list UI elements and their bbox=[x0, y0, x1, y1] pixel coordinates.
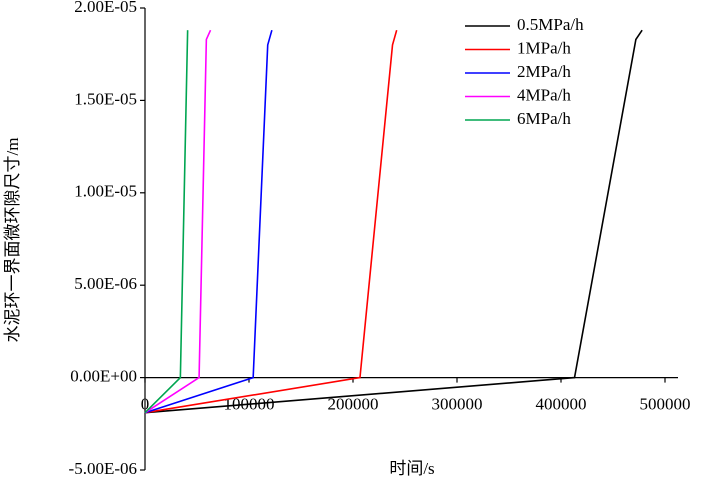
y-tick-label: 0.00E+00 bbox=[70, 367, 137, 386]
x-tick-label: 300000 bbox=[432, 395, 483, 414]
series-line bbox=[144, 29, 273, 414]
x-tick-label: 500000 bbox=[640, 395, 691, 414]
y-tick-label: -5.00E-06 bbox=[69, 459, 137, 478]
legend-label: 6MPa/h bbox=[517, 109, 571, 128]
y-tick-label: 1.00E-05 bbox=[74, 182, 137, 201]
x-tick-label: 0 bbox=[141, 395, 150, 414]
y-tick-label: 5.00E-06 bbox=[74, 274, 137, 293]
series-line bbox=[144, 29, 212, 414]
legend-label: 0.5MPa/h bbox=[517, 15, 584, 34]
legend-label: 4MPa/h bbox=[517, 85, 571, 104]
legend-label: 1MPa/h bbox=[517, 38, 571, 57]
y-tick-label: 1.50E-05 bbox=[74, 89, 137, 108]
x-axis-title: 时间/s bbox=[389, 459, 434, 478]
legend-label: 2MPa/h bbox=[517, 62, 571, 81]
y-tick-label: 2.00E-05 bbox=[74, 0, 137, 16]
series-line bbox=[144, 29, 398, 414]
series-line bbox=[144, 29, 643, 414]
y-axis-title: 水泥环一界面微环隙尺寸/m bbox=[3, 138, 22, 343]
x-tick-label: 400000 bbox=[536, 395, 587, 414]
x-tick-label: 200000 bbox=[328, 395, 379, 414]
series-line bbox=[144, 30, 189, 414]
